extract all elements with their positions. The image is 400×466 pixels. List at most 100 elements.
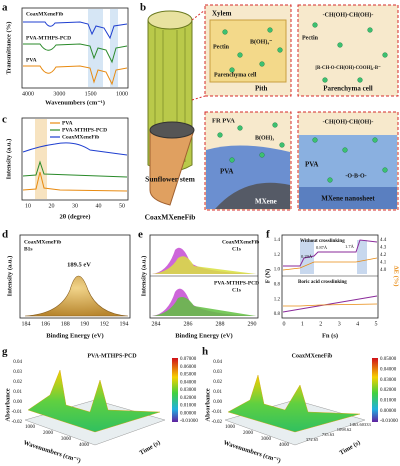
y2-axis-title: ΔE (%) bbox=[393, 266, 400, 287]
stem-section bbox=[147, 10, 193, 30]
illustration-caption: CoaxMXeneFib bbox=[145, 213, 196, 222]
y-tick-label: -0.01000 bbox=[380, 419, 398, 424]
plot-frame bbox=[149, 234, 259, 319]
surface bbox=[27, 369, 161, 433]
molecule-dot bbox=[372, 137, 378, 143]
y-tick-label: 0.06000 bbox=[180, 365, 197, 370]
xps-peak bbox=[152, 256, 256, 274]
cell-drawing bbox=[209, 19, 287, 83]
molecule-dot bbox=[277, 47, 283, 53]
x-tick-label: 3000 bbox=[261, 437, 272, 442]
molecule-dot bbox=[267, 27, 273, 33]
plot-title: PVA-MTHPS-PCD bbox=[87, 353, 137, 359]
y-tick-label: -0.02 bbox=[212, 420, 223, 425]
group-label: -CH(OH)-CH(OH)- bbox=[323, 11, 374, 18]
connector bbox=[191, 9, 206, 101]
spectrum-curve bbox=[23, 21, 128, 40]
y-tick-label: 1463.60333 bbox=[349, 422, 371, 427]
group-label: -O-B-O- bbox=[345, 173, 366, 179]
y-tick-label: 0.02 bbox=[13, 380, 22, 385]
molecule-dot bbox=[312, 137, 318, 143]
molecule-label: Pectin bbox=[213, 44, 230, 50]
x-tick-label: 192 bbox=[100, 321, 109, 327]
panel-letter: c bbox=[2, 114, 7, 126]
molecule-dot bbox=[367, 27, 373, 33]
x-tick-label: 10 bbox=[25, 203, 31, 209]
molecule-dot bbox=[322, 77, 328, 83]
x-tick-label: 2000 bbox=[243, 431, 254, 436]
fiber-core bbox=[149, 121, 195, 139]
molecule-dot bbox=[229, 157, 235, 163]
colorbar bbox=[172, 358, 178, 422]
molecule-dot bbox=[237, 125, 243, 131]
mxene-layer bbox=[215, 182, 290, 209]
molecule-group bbox=[217, 22, 388, 183]
x-tick-label: 5 bbox=[375, 321, 378, 327]
panel-letter: h bbox=[202, 346, 208, 358]
y-tick-label: 0.00 bbox=[13, 400, 22, 405]
group-label: -CH(OH)-CH(OH)- bbox=[323, 118, 374, 125]
force-curve bbox=[282, 295, 378, 313]
peak-label: B1s bbox=[24, 246, 33, 252]
y-axis-title: Intensity (a.u.) bbox=[140, 256, 147, 297]
x-tick-label: 50 bbox=[119, 203, 125, 209]
x-tick-label: 4000 bbox=[279, 443, 290, 448]
xrd-curve bbox=[22, 142, 128, 156]
y-tick-label: 0.00 bbox=[213, 400, 222, 405]
y-tick-label: -0.01 bbox=[12, 410, 23, 415]
x-tick-label: 3 bbox=[338, 321, 341, 327]
molecule-dot bbox=[222, 29, 228, 35]
peak-label: C1s bbox=[232, 287, 241, 293]
legend-entry: PVA bbox=[26, 57, 37, 63]
detail-box bbox=[297, 4, 399, 97]
strain-curve bbox=[283, 303, 378, 307]
x-tick-label: 2 bbox=[319, 321, 322, 327]
x-tick-label: 290 bbox=[248, 321, 257, 327]
x-tick-label: 190 bbox=[80, 321, 89, 327]
x-tick-label: 188 bbox=[61, 321, 70, 327]
panel-letter: d bbox=[2, 229, 8, 241]
molecule-label: B(OH)₃ bbox=[255, 134, 274, 141]
y-tick-label: 0.00000 bbox=[380, 409, 397, 414]
molecule-label: B(OH)₄⁻ bbox=[250, 38, 272, 45]
stem-stripe bbox=[154, 28, 186, 166]
y-tick-label: 0.02 bbox=[213, 380, 222, 385]
y-tick-label: 0.03 bbox=[13, 370, 22, 375]
layer-label: PVA bbox=[220, 168, 233, 176]
layer-label: PVA bbox=[305, 161, 318, 169]
y-tick-label: 4.1 bbox=[380, 261, 387, 266]
y-tick-label: -0.01000 bbox=[180, 419, 198, 424]
x-axis-title: Binding Energy (eV) bbox=[175, 332, 232, 339]
spectrum-curve bbox=[23, 65, 128, 86]
peak-annotation: 189.5 eV bbox=[67, 261, 91, 268]
molecule-dot bbox=[237, 52, 243, 58]
plot-frame bbox=[281, 234, 379, 319]
y-tick-label: 372.65 bbox=[306, 437, 319, 442]
y-tick-label: 0.05000 bbox=[380, 357, 397, 362]
legend-entry: CoaxMXeneFib bbox=[26, 11, 63, 17]
y-tick-label: 4.2 bbox=[380, 253, 387, 258]
x-tick-label: 40 bbox=[96, 203, 102, 209]
y-axis-title: F (N) bbox=[264, 269, 271, 283]
molecule-dot bbox=[217, 132, 223, 138]
x-axis-title: Wavenumbers (cm⁻¹) bbox=[45, 99, 105, 106]
y-tick-label: 0.04 bbox=[213, 360, 222, 365]
x-tick-label: 4 bbox=[356, 321, 359, 327]
panel-letter: a bbox=[2, 2, 8, 14]
z-axis-title: Absorbance bbox=[4, 388, 11, 421]
annotation: Without crosslinking bbox=[300, 239, 345, 244]
y-tick-label: 0.04000 bbox=[180, 380, 197, 385]
y-tick-label: 0.02000 bbox=[180, 396, 197, 401]
x-tick-label: 30 bbox=[72, 203, 78, 209]
y-tick-label: 0.03000 bbox=[180, 388, 197, 393]
molecule-dot bbox=[312, 22, 318, 28]
panel-letter: f bbox=[266, 229, 270, 241]
layer-label: FR PVA bbox=[212, 117, 235, 124]
legend-entry: PVA-MTHPS-PCD bbox=[26, 35, 71, 41]
y-tick-label: 0.00000 bbox=[180, 411, 197, 416]
y-tick-label: 1.2 bbox=[274, 253, 281, 258]
y-tick-label: 1.0 bbox=[274, 268, 281, 273]
y-axis-title: Time (s) bbox=[338, 439, 361, 456]
x-tick-label: 186 bbox=[41, 321, 50, 327]
panel-letter: g bbox=[2, 346, 8, 358]
